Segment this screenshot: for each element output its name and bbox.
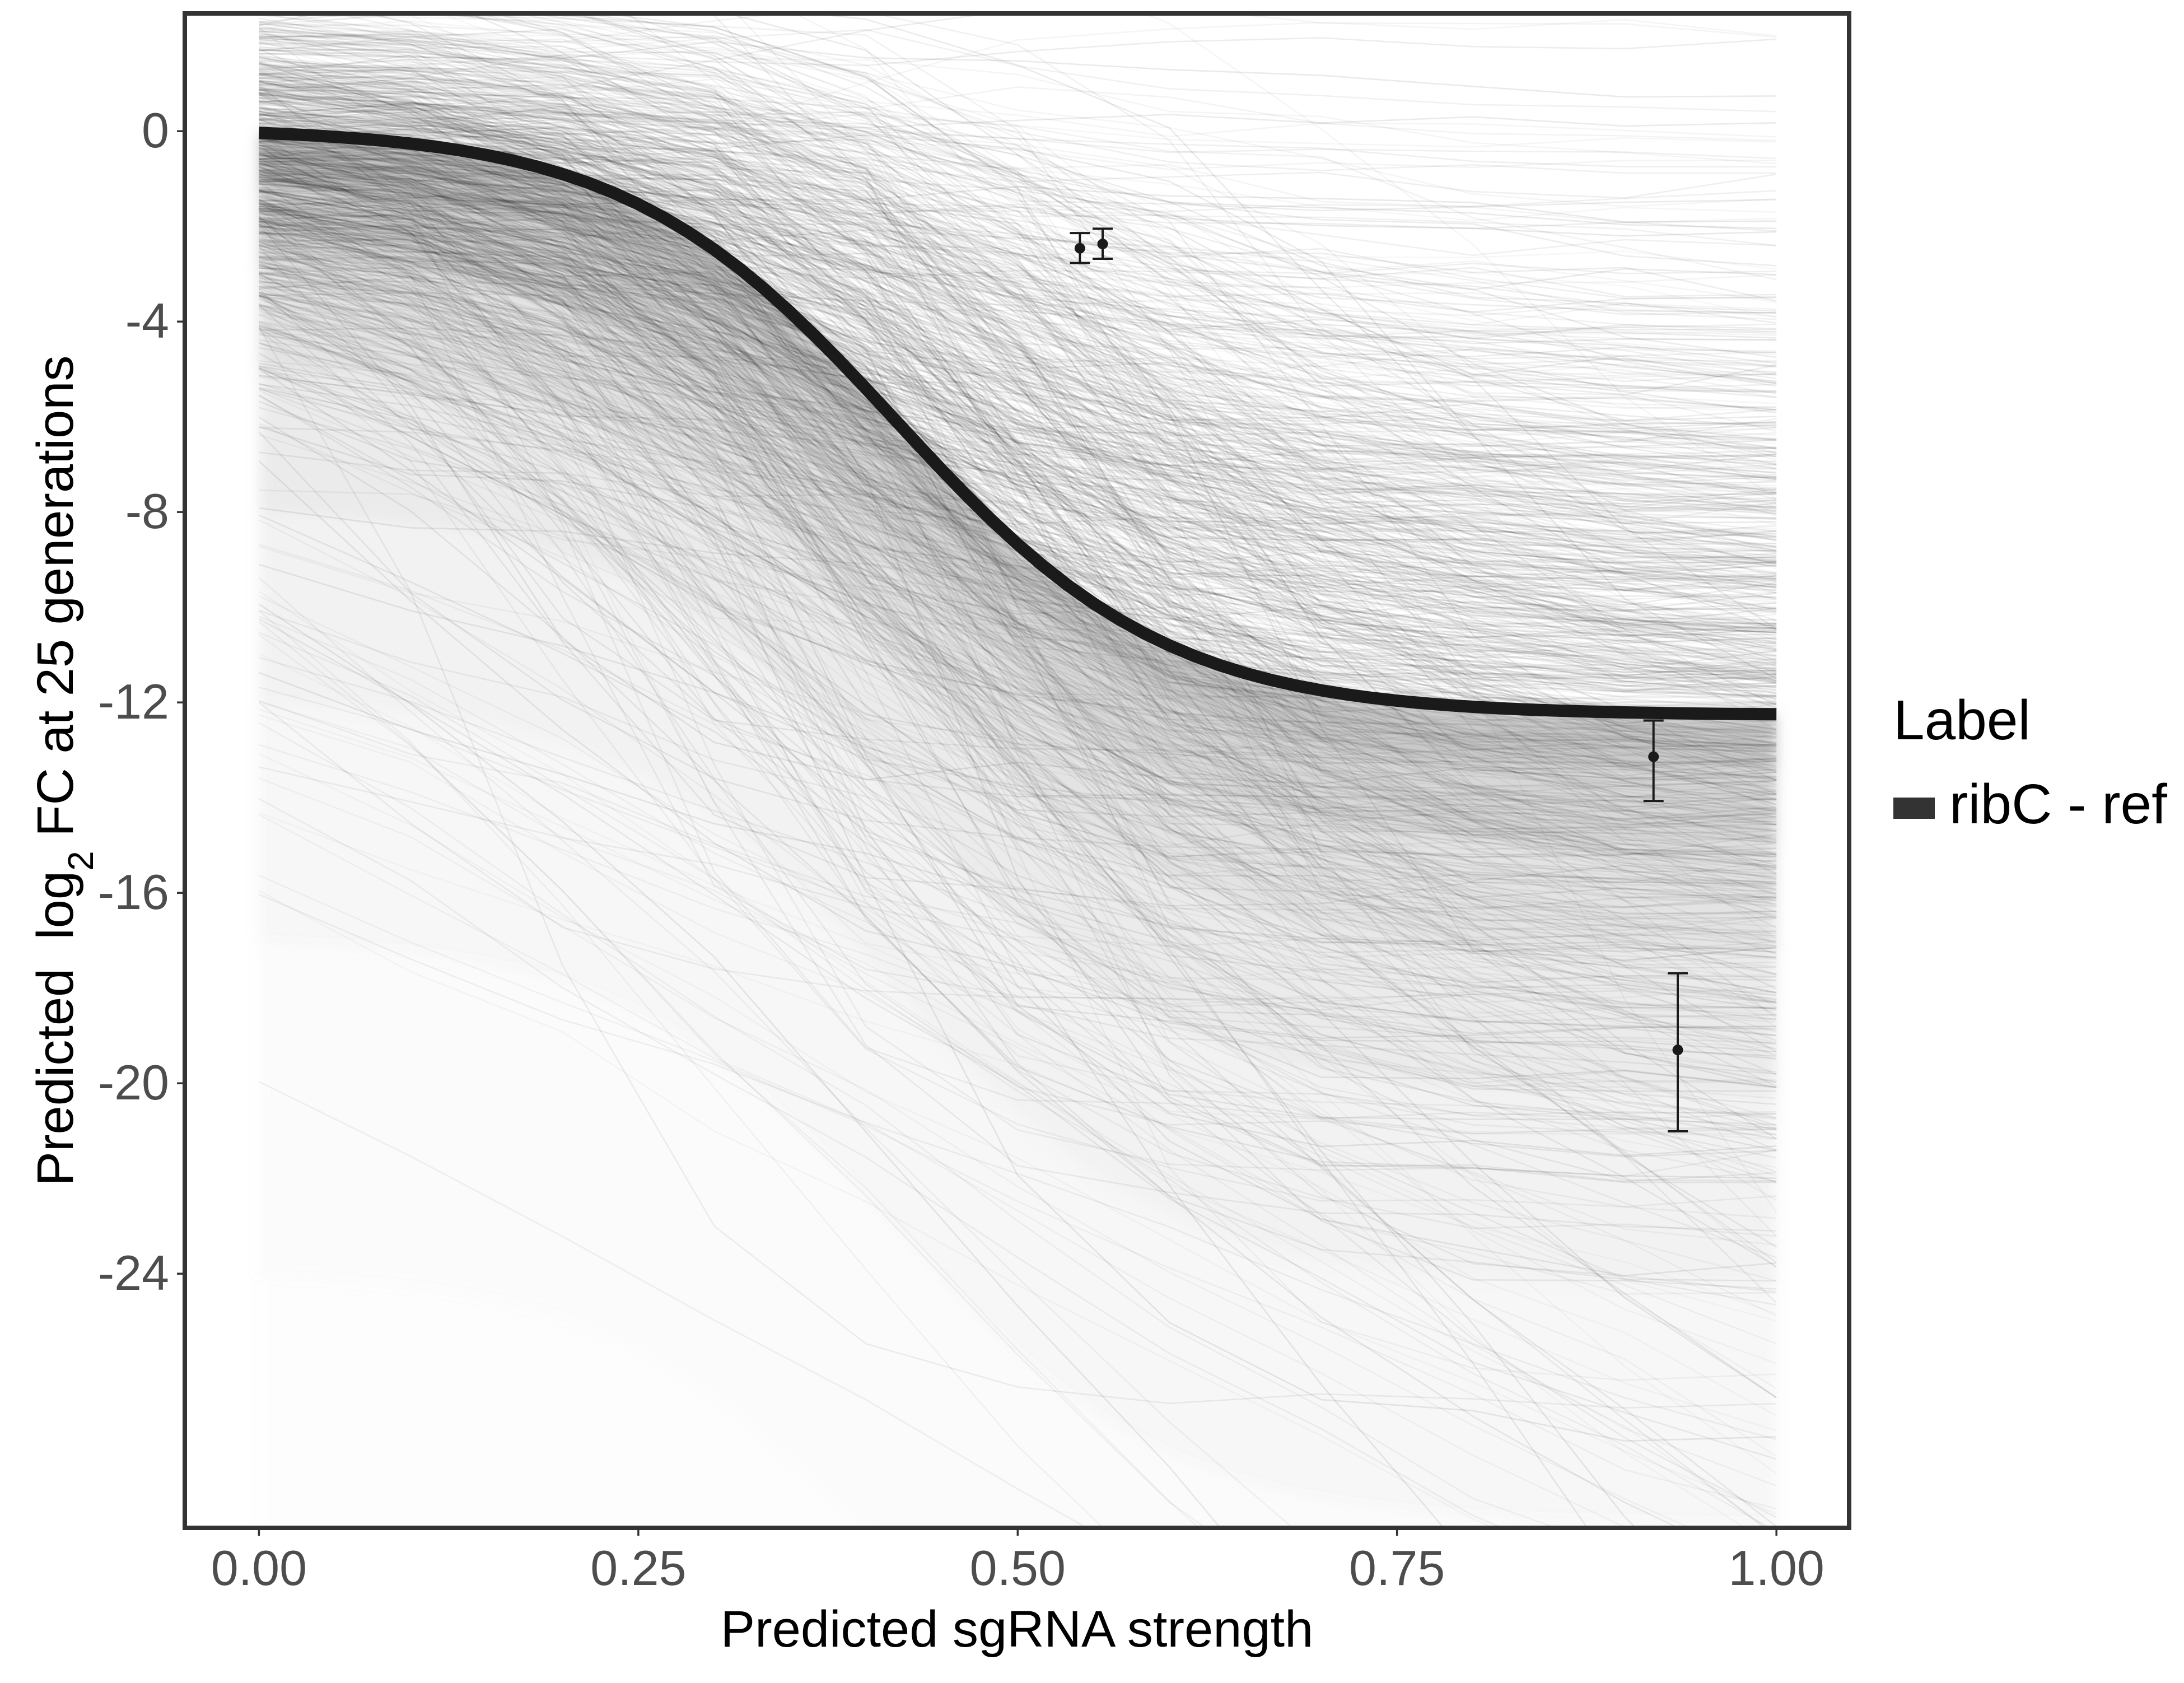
svg-text:0.75: 0.75 bbox=[1349, 1540, 1445, 1596]
svg-text:0.25: 0.25 bbox=[590, 1540, 686, 1596]
svg-text:ribC - ref: ribC - ref bbox=[1949, 773, 2167, 836]
svg-text:-24: -24 bbox=[98, 1245, 169, 1300]
svg-text:Label: Label bbox=[1893, 689, 2031, 752]
svg-text:-20: -20 bbox=[98, 1055, 169, 1110]
svg-text:Predicted sgRNA strength: Predicted sgRNA strength bbox=[721, 1601, 1314, 1658]
svg-text:-12: -12 bbox=[98, 674, 169, 729]
svg-text:0.00: 0.00 bbox=[211, 1540, 307, 1596]
svg-text:1.00: 1.00 bbox=[1729, 1540, 1824, 1596]
svg-text:0.50: 0.50 bbox=[970, 1540, 1066, 1596]
svg-text:-4: -4 bbox=[125, 293, 169, 348]
svg-text:-8: -8 bbox=[125, 483, 169, 539]
svg-text:0: 0 bbox=[142, 102, 169, 158]
svg-text:-16: -16 bbox=[98, 864, 169, 920]
